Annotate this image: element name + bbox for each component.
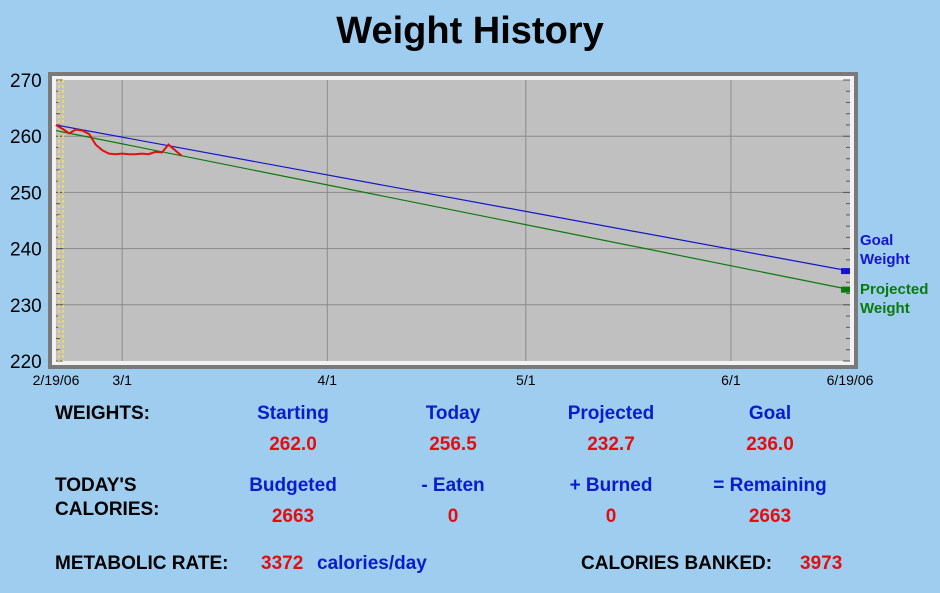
burned-value: 0: [605, 506, 617, 527]
chart-title: Weight History: [336, 10, 604, 52]
y-tick-label: 250: [10, 183, 42, 204]
today-weight-value: 256.5: [429, 434, 477, 455]
y-tick-label: 240: [10, 240, 42, 261]
calories-banked-value: 3973: [800, 553, 843, 574]
projected-header: Projected: [567, 403, 655, 424]
x-tick-label: 4/1: [318, 372, 338, 388]
goal-header: Goal: [748, 403, 792, 424]
burned-header: + Burned: [569, 475, 653, 496]
series-endpoint-0: [841, 268, 850, 275]
remaining-header: = Remaining: [713, 475, 827, 496]
calories-label-line2: CALORIES:: [55, 499, 160, 520]
y-tick-label: 230: [10, 296, 42, 317]
starting-weight-value: 262.0: [269, 434, 317, 455]
y-tick-label: 220: [10, 352, 42, 373]
plot-area: [56, 80, 850, 361]
eaten-value: 0: [447, 506, 459, 527]
legend-label: Weight: [860, 251, 910, 268]
series-endpoint-1: [841, 286, 850, 293]
series-line-1: [55, 130, 851, 291]
calories-label-line1: TODAY'S: [55, 475, 137, 496]
series-line-2: [55, 124, 183, 157]
metabolic-rate-label: METABOLIC RATE:: [55, 553, 229, 574]
legend-label: Projected: [860, 281, 928, 298]
budgeted-value: 2663: [271, 506, 315, 527]
goal-weight-value: 236.0: [746, 434, 794, 455]
legend-label: Weight: [860, 300, 910, 317]
starting-header: Starting: [257, 403, 329, 424]
x-tick-label: 6/19/06: [827, 372, 874, 388]
series-line-0: [55, 124, 851, 272]
today-header: Today: [425, 403, 481, 424]
eaten-header: - Eaten: [421, 475, 485, 496]
y-tick-label: 260: [10, 127, 42, 148]
remaining-value: 2663: [748, 506, 792, 527]
calories-banked-label: CALORIES BANKED:: [581, 553, 773, 574]
y-tick-label: 270: [10, 71, 42, 92]
projected-weight-value: 232.7: [587, 434, 635, 455]
budgeted-header: Budgeted: [249, 475, 337, 496]
x-tick-label: 6/1: [721, 372, 741, 388]
legend-label: Goal: [860, 232, 893, 249]
metabolic-rate-value: 3372: [261, 553, 304, 574]
weights-label: WEIGHTS:: [55, 403, 150, 424]
x-tick-label: 2/19/06: [33, 372, 80, 388]
metabolic-rate-unit: calories/day: [317, 553, 427, 574]
x-tick-label: 3/1: [112, 372, 132, 388]
x-tick-label: 5/1: [516, 372, 536, 388]
